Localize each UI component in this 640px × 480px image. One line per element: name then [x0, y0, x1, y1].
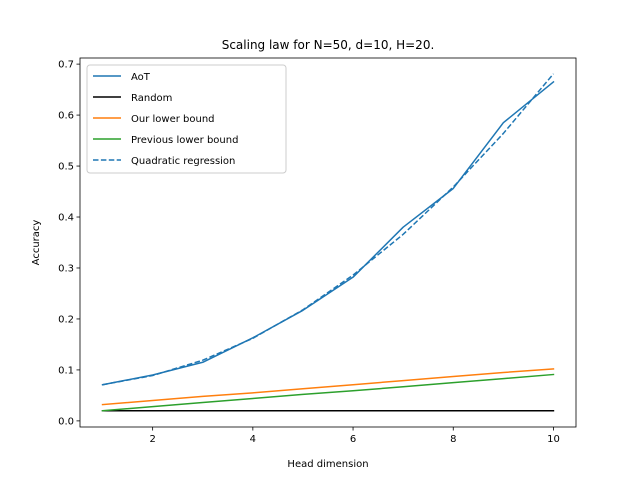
- y-tick-label: 0.7: [58, 60, 74, 71]
- y-tick-label: 0.3: [58, 263, 74, 274]
- series-lines: [101, 73, 555, 412]
- legend: AoT Random Our lower bound Previous lower b…: [86, 64, 287, 174]
- x-tick-label: 8: [450, 434, 456, 445]
- y-tick-label: 0.0: [58, 416, 74, 427]
- legend-label-previous-lower-bound: Previous lower bound: [131, 135, 238, 146]
- legend-box: [86, 64, 287, 174]
- series-line-our-lower-bound: [101, 368, 555, 406]
- legend-label-random: Random: [131, 93, 172, 104]
- x-tick-label: 2: [149, 434, 155, 445]
- series-line-previous-lower-bound: [101, 373, 555, 412]
- x-tick-label: 4: [250, 434, 256, 445]
- legend-label-aot: AoT: [131, 72, 151, 83]
- y-tick-label: 0.5: [58, 162, 74, 173]
- y-tick-label: 0.4: [58, 213, 74, 224]
- y-tick-label: 0.6: [58, 111, 74, 122]
- series-line-aot: [101, 80, 555, 386]
- y-tick-label: 0.2: [58, 314, 74, 325]
- x-axis-label: Head dimension: [287, 459, 368, 470]
- chart-title: Scaling law for N=50, d=10, H=20.: [222, 38, 435, 52]
- legend-label-our-lower-bound: Our lower bound: [131, 114, 215, 125]
- series-line-quadratic-regression: [102, 73, 555, 386]
- x-axis-ticks: 2 4 6 8 10: [149, 427, 560, 445]
- plot-frame: [79, 57, 577, 428]
- y-axis-label: Accuracy: [31, 220, 42, 266]
- y-tick-label: 0.1: [58, 365, 74, 376]
- x-tick-label: 6: [350, 434, 356, 445]
- legend-label-quadratic-regression: Quadratic regression: [131, 156, 235, 167]
- x-tick-label: 10: [547, 434, 560, 445]
- y-axis-ticks: 0.0 0.1 0.2 0.3 0.4 0.5 0.6 0.7: [58, 60, 80, 427]
